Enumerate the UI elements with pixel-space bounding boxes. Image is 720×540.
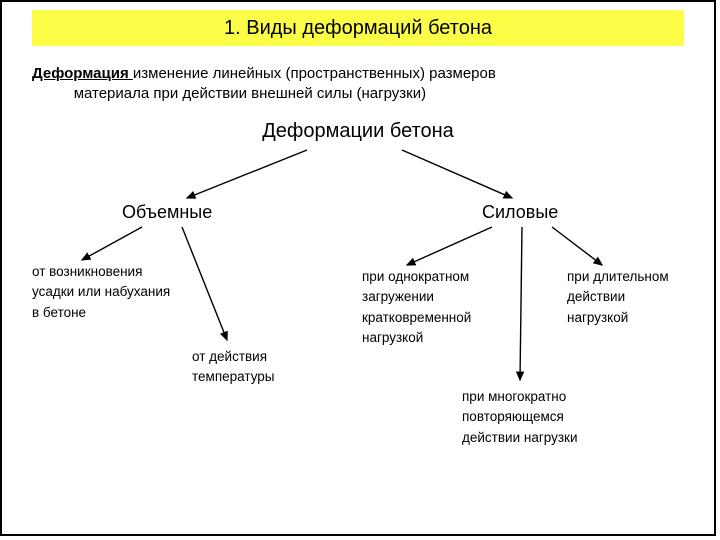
- slide-title: 1. Виды деформаций бетона: [224, 17, 492, 39]
- arrow: [187, 150, 307, 198]
- definition-rest-2: материала при действии внешней силы (наг…: [74, 85, 426, 102]
- leaf-force2: при длительном действии нагрузкой: [567, 267, 687, 328]
- arrow: [82, 227, 142, 260]
- arrow: [402, 150, 512, 198]
- arrow: [520, 227, 522, 380]
- leaf-force1: при однократном загружении кратковременн…: [362, 267, 512, 348]
- leaf-vol2: от действия температуры: [192, 347, 312, 388]
- slide-frame: 1. Виды деформаций бетона Деформация изм…: [0, 0, 716, 536]
- arrow: [552, 227, 602, 265]
- branch-left: Объемные: [122, 202, 212, 223]
- arrow: [407, 227, 492, 265]
- leaf-force3: при многократно повторяющемся действии н…: [462, 387, 602, 448]
- definition-term: Деформация: [32, 65, 133, 82]
- branch-right: Силовые: [482, 202, 558, 223]
- arrow: [182, 227, 227, 340]
- title-bar: 1. Виды деформаций бетона: [32, 10, 684, 46]
- leaf-vol1: от возникновения усадки или набухания в …: [32, 262, 172, 323]
- tree-root: Деформации бетона: [2, 120, 714, 143]
- definition-rest-1: изменение линейных (пространственных) ра…: [133, 65, 496, 82]
- definition-block: Деформация изменение линейных (пространс…: [32, 64, 684, 105]
